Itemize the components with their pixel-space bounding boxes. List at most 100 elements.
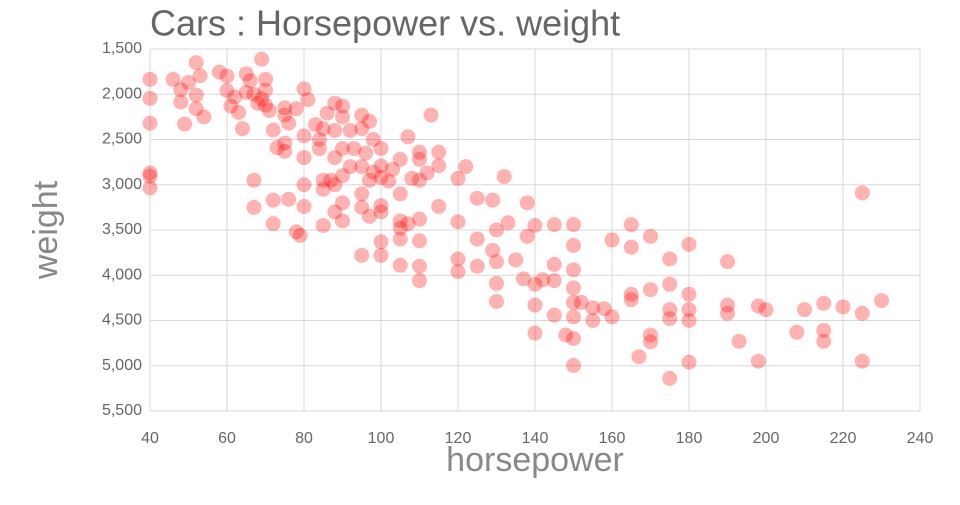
point bbox=[854, 185, 870, 201]
point bbox=[527, 325, 543, 341]
point bbox=[188, 101, 204, 117]
point bbox=[300, 92, 316, 108]
point bbox=[196, 109, 212, 125]
point bbox=[296, 128, 312, 144]
point bbox=[623, 217, 639, 233]
point bbox=[223, 98, 239, 114]
point bbox=[450, 264, 466, 280]
y-tick-label: 4,000 bbox=[102, 266, 142, 283]
point bbox=[623, 239, 639, 255]
point bbox=[254, 91, 270, 107]
point bbox=[566, 237, 581, 253]
point bbox=[277, 100, 293, 116]
point bbox=[254, 51, 270, 67]
point bbox=[720, 254, 735, 270]
point bbox=[566, 331, 581, 347]
point bbox=[546, 273, 562, 289]
point bbox=[546, 217, 562, 233]
point bbox=[261, 103, 277, 119]
point bbox=[373, 234, 389, 250]
point bbox=[485, 242, 501, 258]
point bbox=[319, 105, 335, 121]
y-tick-label: 5,000 bbox=[102, 357, 142, 374]
point bbox=[277, 135, 293, 151]
y-tick-label: 5,500 bbox=[102, 402, 142, 419]
point bbox=[265, 192, 281, 208]
point bbox=[623, 292, 639, 308]
point bbox=[412, 144, 427, 160]
point bbox=[181, 74, 196, 90]
point bbox=[373, 247, 389, 263]
point bbox=[373, 141, 389, 157]
point bbox=[373, 158, 389, 174]
point bbox=[469, 258, 485, 274]
point bbox=[519, 195, 535, 211]
point bbox=[535, 272, 551, 288]
x-tick-label: 100 bbox=[368, 430, 395, 447]
point bbox=[431, 158, 447, 174]
point bbox=[165, 71, 181, 87]
x-axis-label: horsepower bbox=[446, 441, 624, 479]
point bbox=[573, 294, 589, 310]
point bbox=[681, 286, 697, 302]
point bbox=[585, 300, 601, 316]
point bbox=[373, 198, 389, 214]
point bbox=[412, 151, 427, 167]
point bbox=[854, 305, 870, 321]
point bbox=[392, 257, 408, 273]
point bbox=[335, 109, 350, 125]
point bbox=[797, 302, 812, 318]
point bbox=[423, 107, 439, 123]
point bbox=[566, 309, 581, 325]
point bbox=[358, 145, 374, 161]
point bbox=[365, 132, 381, 147]
point bbox=[238, 66, 254, 82]
point bbox=[188, 55, 204, 71]
point bbox=[496, 169, 512, 185]
point bbox=[327, 150, 343, 166]
point bbox=[546, 307, 562, 323]
point bbox=[288, 101, 304, 117]
point bbox=[874, 293, 889, 309]
point bbox=[381, 173, 397, 189]
point bbox=[315, 181, 331, 197]
point bbox=[142, 90, 158, 106]
point bbox=[269, 140, 285, 156]
point bbox=[566, 357, 581, 373]
point bbox=[173, 94, 189, 110]
point bbox=[450, 214, 466, 230]
point bbox=[335, 168, 350, 184]
point bbox=[296, 150, 312, 166]
x-tick-label: 80 bbox=[295, 430, 313, 447]
point bbox=[354, 121, 370, 137]
point bbox=[469, 190, 485, 206]
x-tick-label: 40 bbox=[141, 430, 159, 447]
point bbox=[250, 95, 266, 111]
y-tick-label: 2,500 bbox=[102, 131, 142, 148]
y-tick-label: 3,500 bbox=[102, 221, 142, 238]
point bbox=[835, 299, 851, 315]
point bbox=[643, 228, 658, 244]
point bbox=[296, 81, 312, 97]
point bbox=[681, 313, 697, 328]
point bbox=[188, 87, 204, 103]
point bbox=[142, 71, 158, 87]
point bbox=[662, 251, 678, 267]
point bbox=[281, 191, 297, 207]
point bbox=[566, 294, 581, 310]
y-tick-label: 2,000 bbox=[102, 85, 142, 102]
point bbox=[681, 236, 697, 252]
point bbox=[681, 302, 697, 318]
point bbox=[327, 95, 343, 111]
point bbox=[335, 98, 350, 114]
point bbox=[323, 172, 339, 188]
point bbox=[431, 198, 447, 214]
point bbox=[392, 231, 408, 247]
point bbox=[211, 64, 227, 80]
point bbox=[385, 161, 401, 177]
point bbox=[400, 216, 416, 232]
point bbox=[392, 151, 408, 167]
point bbox=[412, 233, 427, 249]
point bbox=[527, 276, 543, 292]
